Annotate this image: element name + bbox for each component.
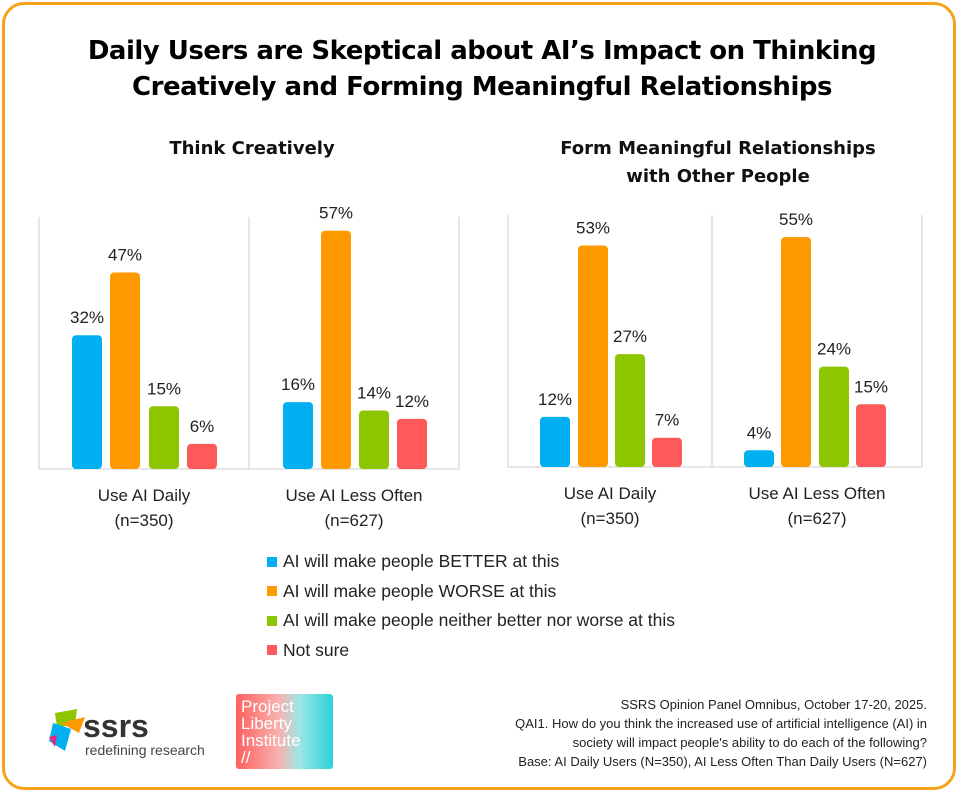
legend-swatch: [267, 615, 277, 626]
ssrs-logo: ssrs redefining research: [47, 705, 217, 770]
legend-item: Not sure: [267, 636, 675, 666]
panel-title-relationships: Form Meaningful Relationships with Other…: [511, 135, 925, 191]
data-label: 15%: [854, 377, 888, 396]
data-label: 53%: [576, 218, 610, 237]
category-label: (n=350): [114, 511, 173, 530]
logo-text: //: [241, 748, 251, 767]
data-label: 27%: [613, 327, 647, 346]
title-line: Daily Users are Skeptical about AI’s Imp…: [87, 36, 877, 66]
bar: [615, 354, 645, 467]
legend-swatch: [267, 645, 277, 656]
data-label: 7%: [655, 411, 680, 430]
legend-swatch: [267, 556, 277, 567]
data-label: 16%: [281, 375, 315, 394]
footer-line: Base: AI Daily Users (N=350), AI Less Of…: [518, 754, 927, 769]
bar: [578, 245, 608, 467]
legend-label: Not sure: [283, 639, 350, 660]
data-label: 12%: [538, 390, 572, 409]
legend-item: AI will make people WORSE at this: [267, 577, 675, 607]
bar: [652, 437, 682, 467]
footer-line: SSRS Opinion Panel Omnibus, October 17-2…: [620, 697, 927, 712]
legend-label: AI will make people neither better nor w…: [283, 610, 675, 631]
bar: [187, 443, 217, 469]
source-note: SSRS Opinion Panel Omnibus, October 17-2…: [515, 695, 927, 771]
data-label: 14%: [357, 383, 391, 402]
legend-swatch: [267, 586, 277, 597]
legend-label: AI will make people WORSE at this: [283, 580, 557, 601]
bar: [540, 416, 570, 467]
data-label: 55%: [779, 210, 813, 229]
category-label: Use AI Daily: [98, 486, 191, 505]
data-label: 6%: [190, 417, 215, 436]
data-label: 57%: [319, 204, 353, 223]
svg-text:ssrs: ssrs: [83, 708, 149, 744]
title-line: Form Meaningful Relationships: [560, 138, 876, 159]
category-label: (n=627): [787, 509, 846, 528]
logo-text: Project: [241, 697, 294, 716]
bar: [781, 237, 811, 467]
data-label: 12%: [395, 392, 429, 411]
title-line: Creatively and Forming Meaningful Relati…: [132, 72, 832, 102]
category-label: (n=350): [580, 509, 639, 528]
data-label: 47%: [108, 246, 142, 265]
bar: [397, 418, 427, 469]
logo-text: Institute: [241, 731, 301, 750]
bar: [149, 406, 179, 469]
bar: [72, 335, 102, 469]
footer-line: QAI1. How do you think the increased use…: [515, 716, 927, 731]
category-label: (n=627): [324, 511, 383, 530]
category-label: Use AI Less Often: [748, 484, 885, 503]
data-label: 24%: [817, 340, 851, 359]
legend: AI will make people BETTER at this AI wil…: [267, 547, 675, 665]
main-title: Daily Users are Skeptical about AI’s Imp…: [5, 33, 953, 105]
project-liberty-institute-logo: Project Liberty Institute //: [236, 694, 333, 769]
legend-label: AI will make people BETTER at this: [283, 551, 560, 572]
category-label: Use AI Less Often: [285, 486, 422, 505]
bar: [744, 450, 774, 467]
panel-title-think-creatively: Think Creatively: [169, 138, 335, 159]
bar: [359, 410, 389, 469]
bar: [110, 272, 140, 469]
legend-item: AI will make people BETTER at this: [267, 547, 675, 577]
bar: [321, 230, 351, 469]
bar-charts: Use AI Daily (n=350) 32% 47% 15% 6% Use AI Les…: [38, 204, 923, 530]
legend-item: AI will make people neither better nor w…: [267, 606, 675, 636]
bar: [819, 366, 849, 467]
data-label: 32%: [70, 308, 104, 327]
title-line: with Other People: [626, 166, 810, 187]
svg-text:redefining research: redefining research: [85, 742, 205, 758]
bar: [283, 402, 313, 469]
data-label: 15%: [147, 379, 181, 398]
category-label: Use AI Daily: [564, 484, 657, 503]
footer-line: society will impact people's ability to …: [572, 735, 927, 750]
bar: [856, 404, 886, 467]
logo-text: Liberty: [241, 714, 293, 733]
data-label: 4%: [747, 423, 772, 442]
